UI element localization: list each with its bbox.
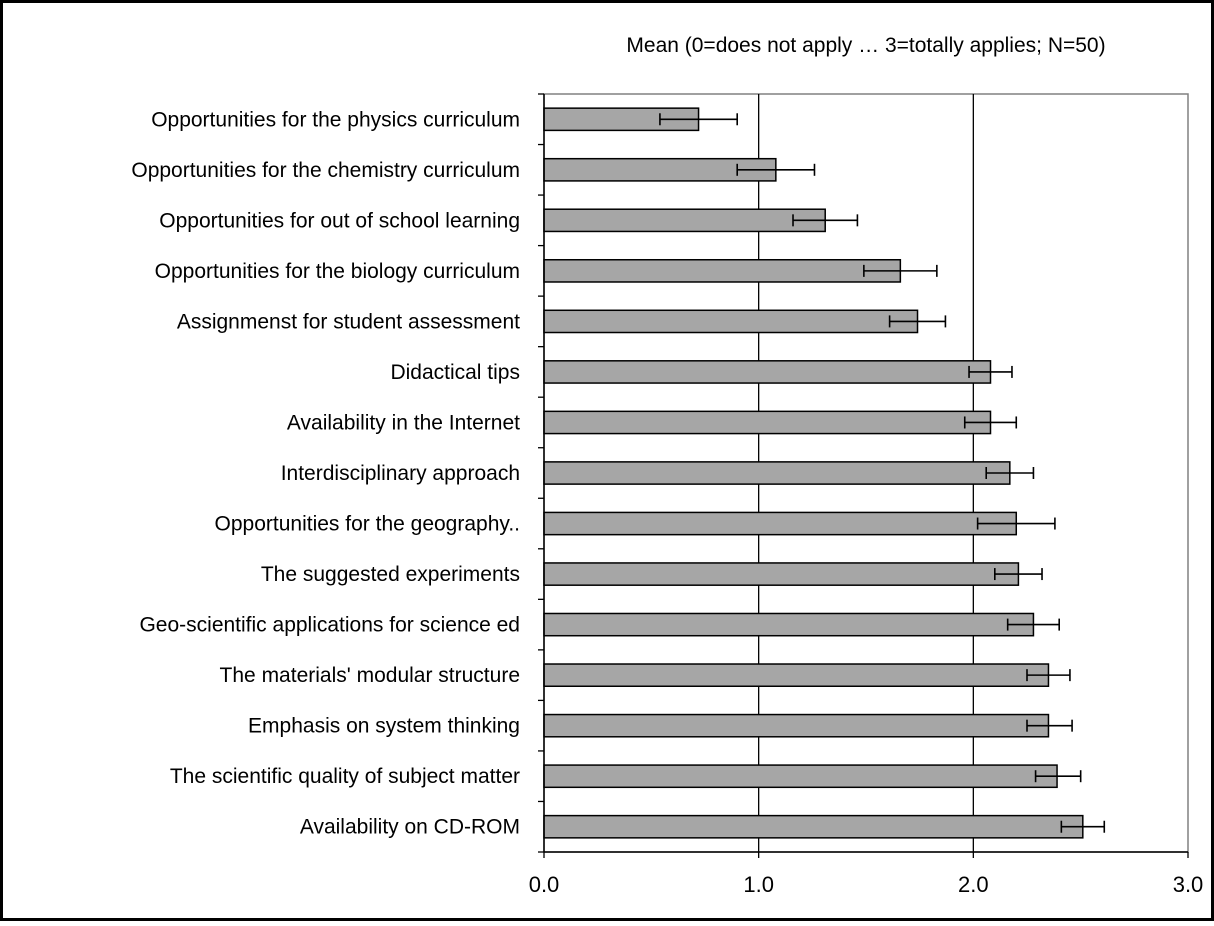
bar <box>543 814 1084 839</box>
y-axis: Opportunities for the physics curriculum… <box>131 93 545 853</box>
category-label: Geo-scientific applications for science … <box>139 614 520 637</box>
bar <box>543 764 1058 789</box>
error-bars <box>659 113 1106 833</box>
bar <box>543 713 1050 738</box>
bar <box>543 360 992 384</box>
category-label: Assignmenst for student assessment <box>177 310 520 333</box>
category-label: Opportunities for the geography.. <box>215 513 520 536</box>
category-label: Didactical tips <box>390 361 520 384</box>
category-label: The suggested experiments <box>261 563 520 586</box>
bar <box>543 208 826 233</box>
bar <box>543 258 902 283</box>
bar <box>543 663 1050 688</box>
category-label: The scientific quality of subject matter <box>170 765 520 788</box>
bar <box>543 612 1035 637</box>
category-label: Emphasis on system thinking <box>248 715 520 738</box>
x-axis: 0.0 1.0 2.0 3.0 <box>529 851 1204 897</box>
category-label: Opportunities for the chemistry curricul… <box>131 159 520 182</box>
bar <box>543 511 1018 536</box>
category-label: Availability on CD-ROM <box>300 816 520 839</box>
category-label: Opportunities for out of school learning <box>159 209 520 232</box>
x-tick-label: 3.0 <box>1173 872 1204 897</box>
chart-title: Mean (0=does not apply … 3=totally appli… <box>626 34 1105 57</box>
category-label: Opportunities for the physics curriculum <box>151 108 520 131</box>
bar <box>543 410 992 435</box>
bar <box>543 562 1020 586</box>
bar <box>543 461 1011 485</box>
category-label: The materials' modular structure <box>220 664 520 687</box>
x-tick-label: 2.0 <box>958 872 989 897</box>
x-tick-label: 0.0 <box>529 872 560 897</box>
category-label: Opportunities for the biology curriculum <box>155 260 520 283</box>
x-tick-label: 1.0 <box>743 872 774 897</box>
bar <box>543 309 919 334</box>
bars <box>543 107 1084 839</box>
category-label: Interdisciplinary approach <box>281 462 520 485</box>
category-label: Availability in the Internet <box>287 411 520 434</box>
